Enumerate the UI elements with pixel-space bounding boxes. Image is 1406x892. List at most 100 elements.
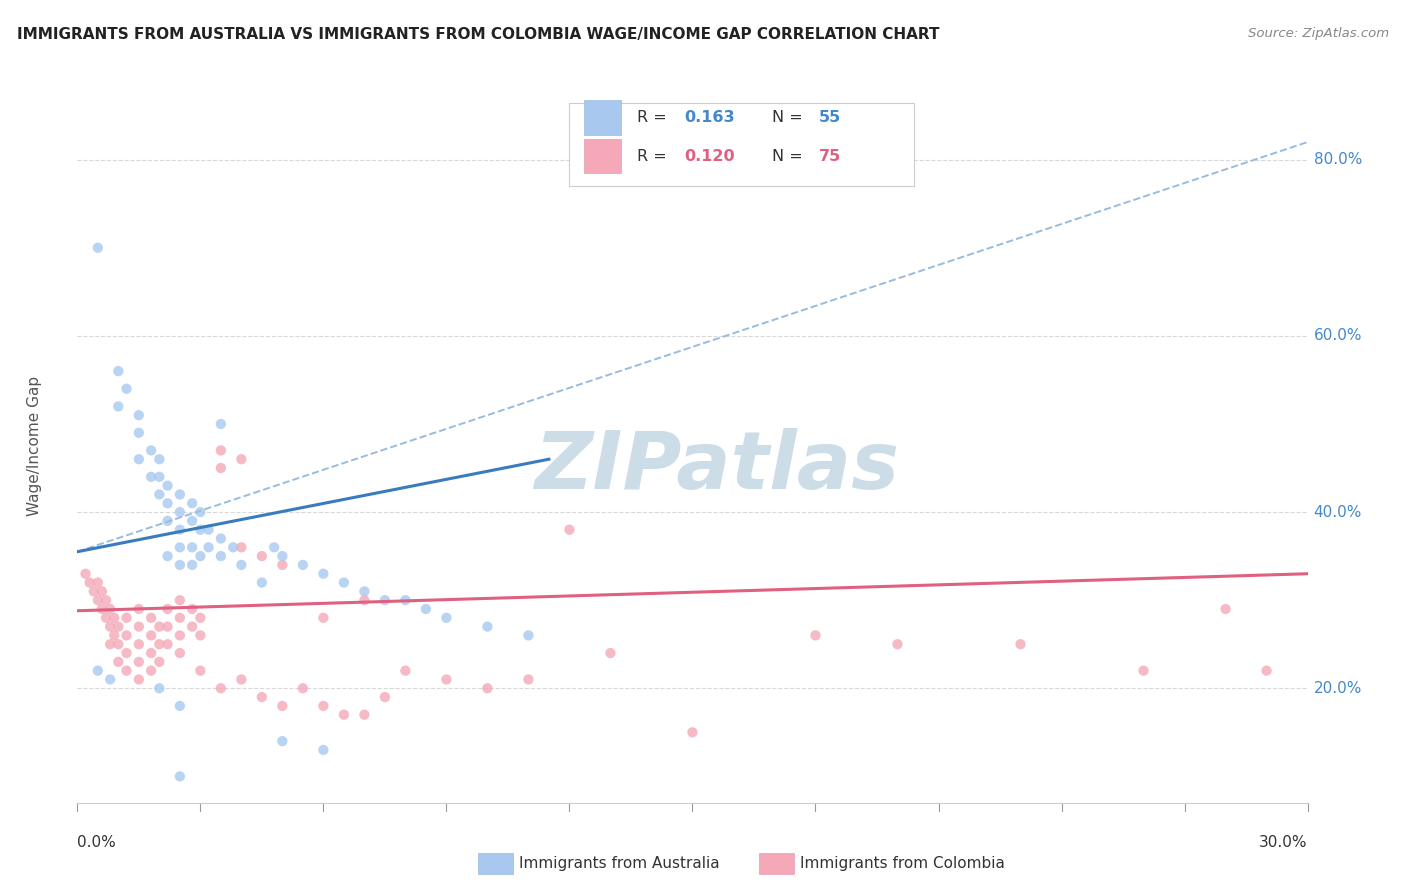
Point: [128, 619, 150, 633]
Point: [188, 664, 212, 678]
Point: [141, 664, 163, 678]
Point: [197, 523, 219, 537]
Text: Immigrants from Colombia: Immigrants from Colombia: [800, 856, 1005, 871]
Point: [87, 664, 110, 678]
Point: [141, 470, 163, 484]
Point: [107, 637, 129, 651]
Point: [181, 496, 204, 510]
Point: [436, 673, 458, 687]
Point: [477, 619, 499, 633]
Point: [558, 523, 581, 537]
Point: [312, 611, 335, 625]
Point: [115, 382, 138, 396]
Point: [231, 452, 253, 467]
Point: [312, 743, 335, 757]
Text: 60.0%: 60.0%: [1313, 328, 1362, 343]
FancyBboxPatch shape: [569, 103, 914, 186]
Point: [90, 602, 114, 616]
Point: [804, 628, 827, 642]
Bar: [478, 853, 513, 874]
Point: [169, 593, 191, 607]
Point: [98, 619, 121, 633]
Point: [103, 611, 125, 625]
Point: [169, 698, 191, 713]
Point: [141, 628, 163, 642]
Point: [1010, 637, 1032, 651]
Point: [415, 602, 437, 616]
Text: 0.0%: 0.0%: [77, 835, 117, 850]
Point: [107, 619, 129, 633]
Point: [128, 673, 150, 687]
Point: [374, 690, 396, 704]
Bar: [759, 853, 794, 874]
Point: [312, 566, 335, 581]
Point: [115, 628, 138, 642]
Point: [209, 532, 232, 546]
Point: [75, 566, 97, 581]
Text: 20.0%: 20.0%: [1313, 681, 1362, 696]
Point: [156, 549, 179, 563]
Point: [169, 523, 191, 537]
Point: [98, 602, 121, 616]
Point: [181, 602, 204, 616]
Point: [115, 664, 138, 678]
Point: [87, 575, 110, 590]
Point: [98, 673, 121, 687]
Point: [271, 734, 294, 748]
Point: [90, 584, 114, 599]
Point: [353, 707, 375, 722]
Point: [231, 673, 253, 687]
Point: [188, 523, 212, 537]
Point: [517, 673, 540, 687]
Point: [79, 575, 101, 590]
Point: [169, 487, 191, 501]
Point: [1256, 664, 1278, 678]
Point: [188, 549, 212, 563]
Point: [333, 707, 356, 722]
Point: [291, 558, 314, 572]
Point: [197, 541, 219, 555]
Point: [169, 628, 191, 642]
Point: [128, 408, 150, 422]
Point: [353, 593, 375, 607]
Point: [394, 593, 416, 607]
Point: [1215, 602, 1237, 616]
Text: R =: R =: [637, 110, 672, 125]
Point: [886, 637, 908, 651]
Point: [181, 619, 204, 633]
Point: [231, 558, 253, 572]
Point: [517, 628, 540, 642]
Point: [115, 646, 138, 660]
Point: [83, 584, 105, 599]
Point: [87, 593, 110, 607]
Point: [128, 602, 150, 616]
Point: [141, 611, 163, 625]
Bar: [585, 101, 621, 135]
Point: [231, 541, 253, 555]
Text: ZIPatlas: ZIPatlas: [534, 428, 900, 507]
Point: [209, 461, 232, 475]
Point: [148, 470, 170, 484]
Point: [436, 611, 458, 625]
Point: [374, 593, 396, 607]
Text: 0.163: 0.163: [683, 110, 734, 125]
Point: [271, 549, 294, 563]
Point: [271, 698, 294, 713]
Point: [599, 646, 621, 660]
Point: [156, 514, 179, 528]
Point: [169, 558, 191, 572]
Point: [94, 593, 117, 607]
Point: [209, 417, 232, 431]
Point: [271, 558, 294, 572]
Point: [250, 575, 273, 590]
Point: [291, 681, 314, 696]
Point: [128, 655, 150, 669]
Point: [169, 541, 191, 555]
Point: [156, 602, 179, 616]
Point: [169, 611, 191, 625]
Point: [156, 619, 179, 633]
Point: [169, 646, 191, 660]
Text: 55: 55: [820, 110, 841, 125]
Point: [107, 400, 129, 414]
Point: [1132, 664, 1154, 678]
